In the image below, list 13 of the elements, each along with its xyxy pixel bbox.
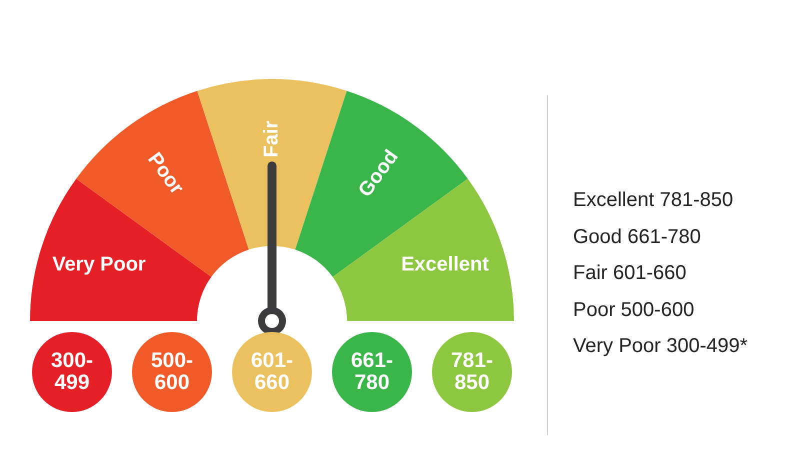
- text: Poor 500-600: [573, 298, 696, 322]
- circle-badge: 500-600: [132, 332, 212, 412]
- text: Excellent 781-850: [573, 188, 734, 213]
- circle-badge: 781-850: [432, 332, 512, 412]
- circle-badge: 601-660: [232, 332, 312, 412]
- slice-label: Very Poor: [52, 253, 146, 276]
- circle-badge: 300-499: [32, 332, 112, 412]
- circle-badge: 661-780: [332, 332, 412, 412]
- text: Very Poor 300-499*: [573, 334, 748, 359]
- text: Good 661-780: [573, 224, 702, 250]
- slice-label: Excellent: [401, 253, 490, 276]
- slice-label: Fair: [260, 120, 283, 158]
- text: Fair 601-660: [573, 261, 688, 286]
